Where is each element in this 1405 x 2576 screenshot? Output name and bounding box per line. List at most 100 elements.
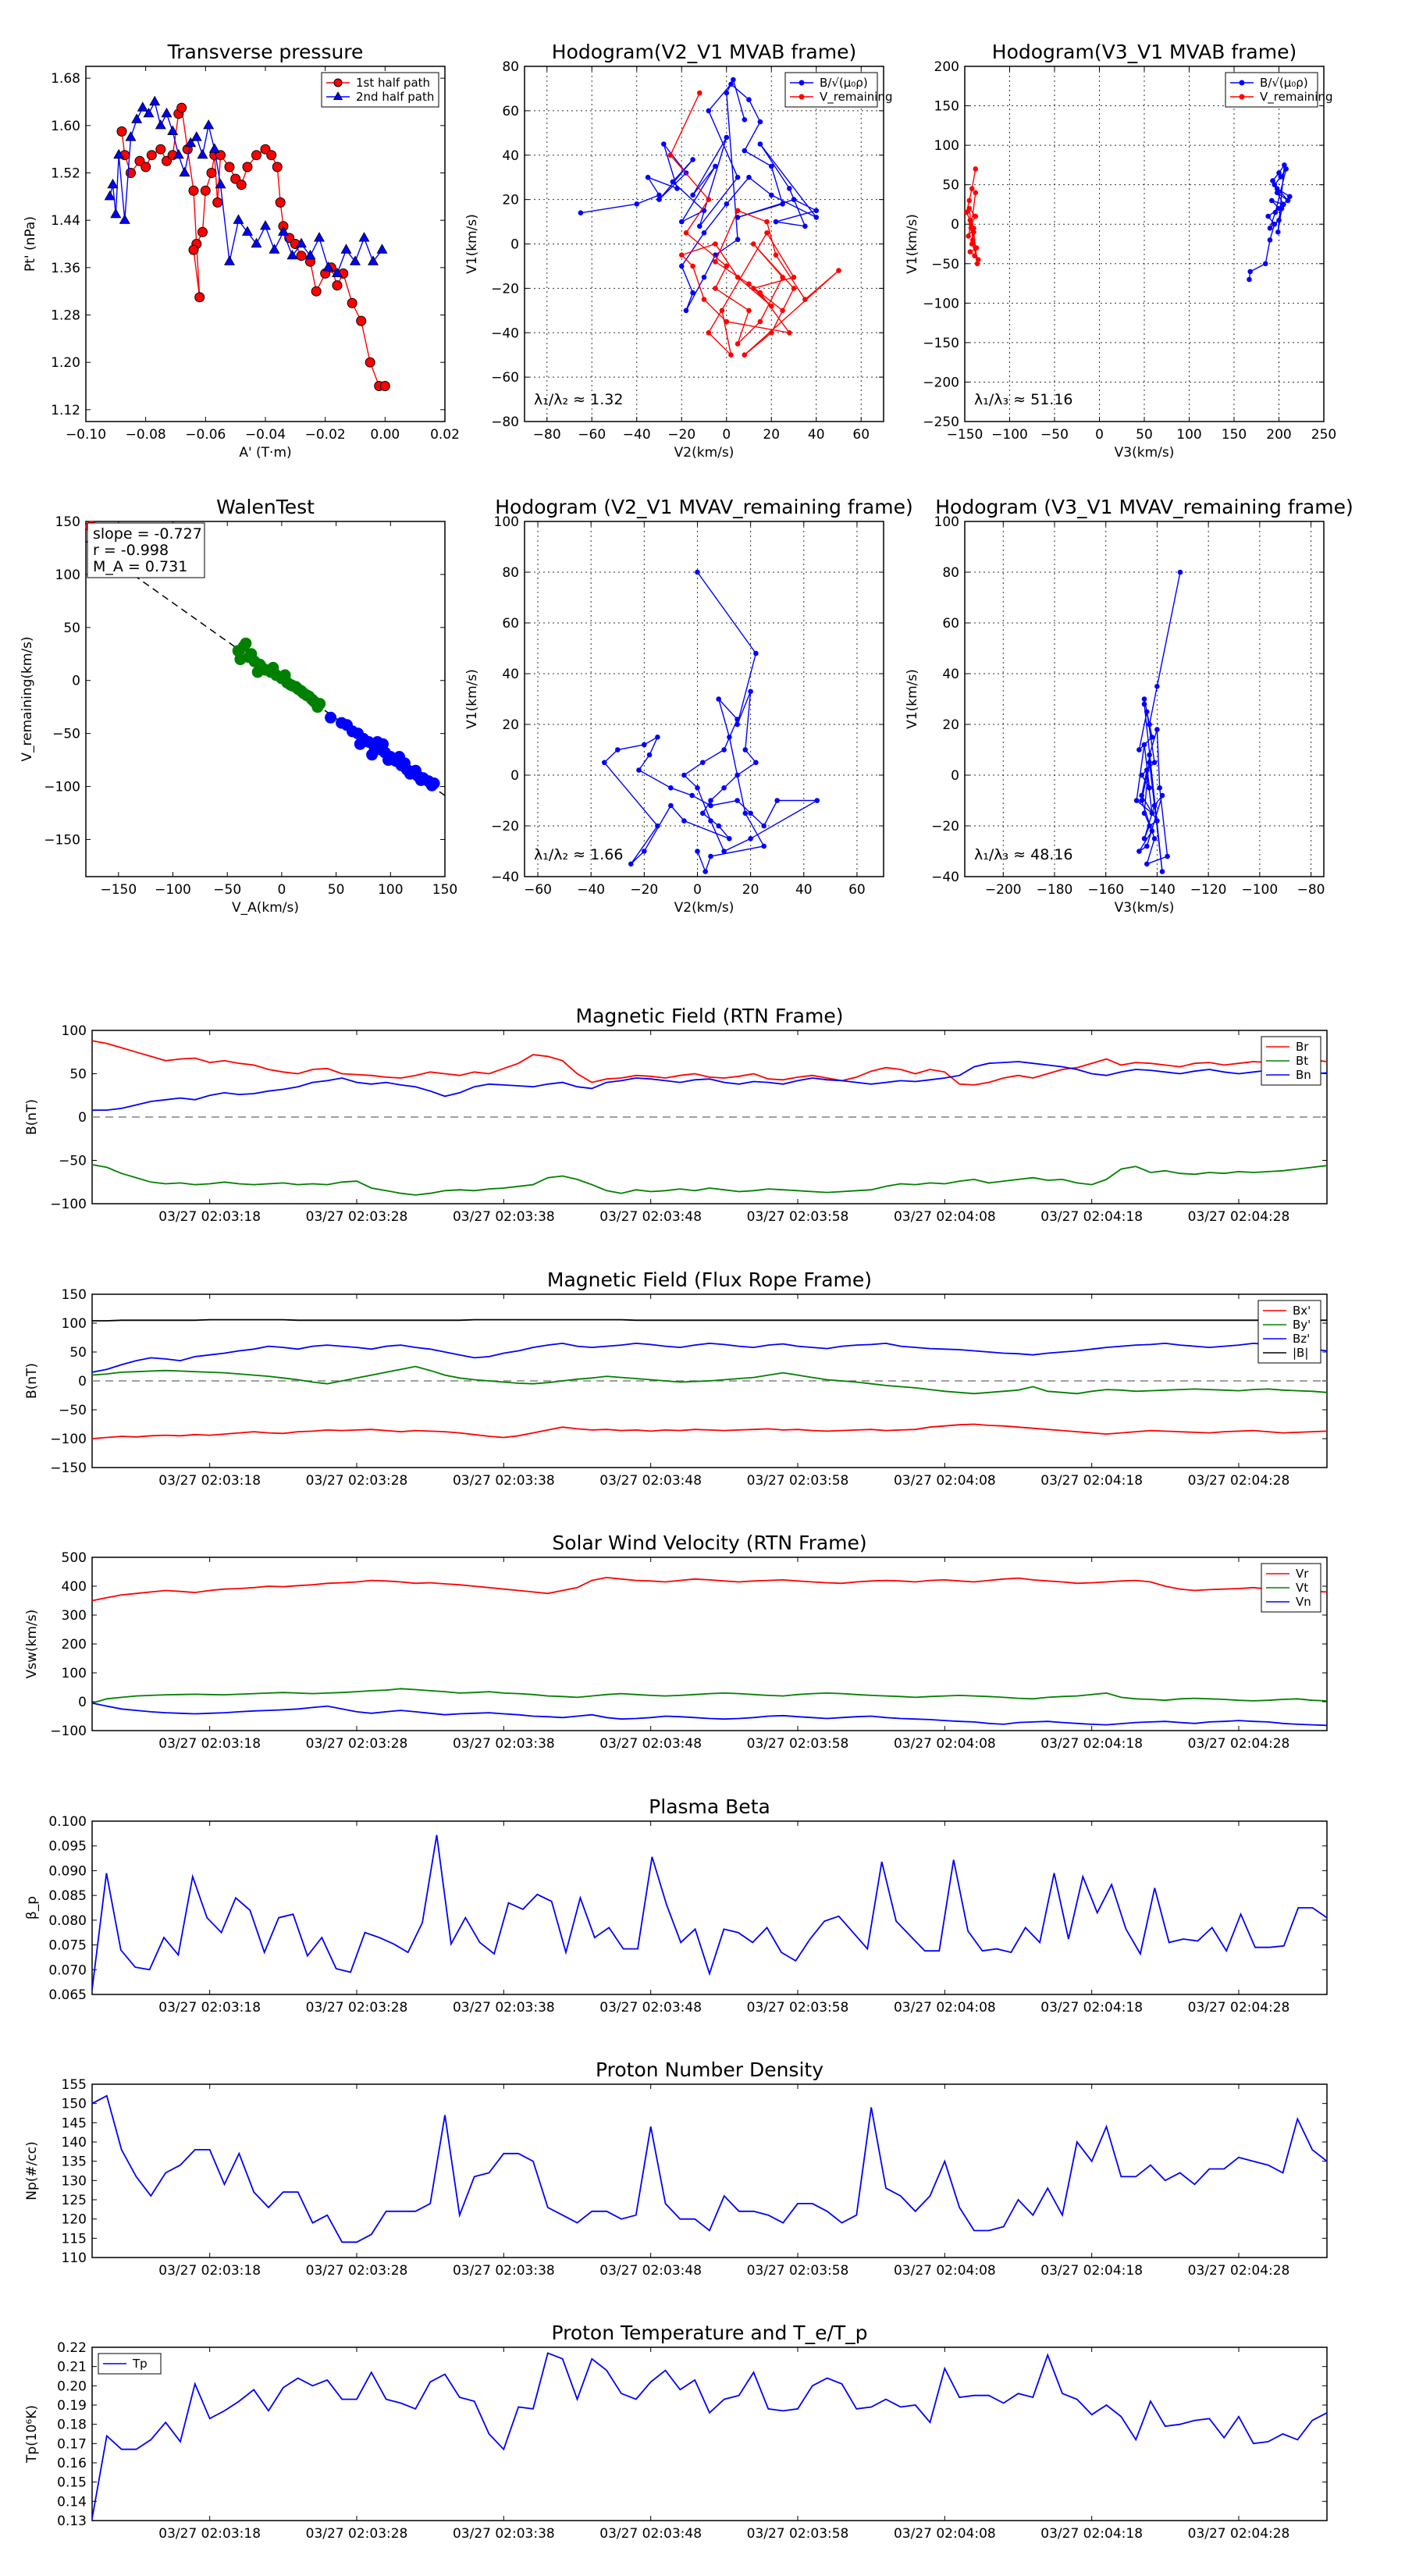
panel-h13r: Hodogram (V3_V1 MVAV_remaining frame) −40… [905, 496, 1353, 916]
data-point [724, 201, 730, 207]
data-point [1141, 701, 1147, 707]
y-axis-label: V1(km/s) [905, 669, 920, 729]
x-axis-label: V2(km/s) [674, 900, 735, 916]
y-tick-label: 50 [942, 178, 959, 194]
y-tick-label: 0 [78, 1374, 87, 1389]
data-point [964, 209, 969, 215]
y-tick-label: 1.68 [51, 71, 80, 87]
x-tick-label: 03/27 02:04:28 [1188, 1736, 1290, 1752]
data-point [973, 213, 979, 219]
data-point [764, 219, 770, 225]
data-point [735, 174, 741, 180]
series-line-0 [603, 571, 820, 873]
data-point [724, 263, 730, 269]
legend-marker [799, 80, 805, 86]
data-point [1274, 186, 1280, 191]
data-point [700, 760, 706, 766]
x-tick-label: −60 [524, 882, 552, 898]
x-tick-label: 03/27 02:03:18 [158, 2000, 261, 2016]
data-point [701, 274, 707, 280]
data-point [200, 185, 211, 196]
data-point [358, 232, 370, 242]
y-tick-label: 115 [62, 2231, 87, 2247]
y-tick-label: 1.12 [51, 403, 80, 418]
plot-frame [85, 521, 446, 877]
y-tick-label: 0.090 [48, 1863, 87, 1879]
y-tick-label: −200 [923, 375, 959, 390]
x-tick-label: 03/27 02:03:58 [747, 2000, 849, 2016]
y-tick-label: 60 [942, 616, 959, 632]
y-tick-label: −20 [931, 819, 959, 834]
x-tick-label: 0 [1095, 427, 1104, 443]
y-tick-label: 100 [934, 514, 959, 530]
chart-title: Proton Number Density [596, 2058, 823, 2081]
data-point [708, 853, 713, 859]
x-tick-label: −40 [577, 882, 605, 898]
x-tick-label: −150 [947, 427, 984, 443]
x-tick-label: 03/27 02:03:48 [599, 1209, 702, 1225]
x-tick-label: 150 [432, 882, 457, 898]
data-point [716, 823, 722, 829]
data-point [188, 185, 199, 196]
plot-frame [91, 1820, 1328, 1995]
data-point [1149, 735, 1155, 740]
data-point [724, 134, 730, 141]
data-point [350, 255, 361, 265]
stats-line: slope = -0.727 [93, 525, 202, 543]
data-point [690, 290, 695, 296]
data-point [814, 798, 820, 803]
x-tick-label: 03/27 02:03:18 [158, 2526, 261, 2542]
legend-entry: Bt [1296, 1054, 1308, 1068]
data-point [748, 810, 753, 817]
y-tick-label: 300 [62, 1608, 87, 1624]
series-line-0 [91, 1423, 1328, 1439]
data-point [642, 742, 647, 748]
data-point [1141, 742, 1147, 748]
x-tick-label: 50 [1136, 427, 1153, 443]
data-point [751, 286, 756, 291]
x-tick-label: −0.06 [185, 427, 226, 443]
data-point [325, 711, 337, 724]
y-tick-label: 0.065 [48, 1987, 87, 2003]
data-point [194, 292, 205, 303]
data-point [773, 219, 779, 225]
legend-entry: Vr [1296, 1567, 1309, 1581]
data-point [110, 208, 122, 219]
data-point [974, 261, 980, 267]
series-line-2 [91, 1342, 1328, 1373]
x-tick-label: −50 [1040, 427, 1069, 443]
data-point [697, 223, 702, 229]
data-point [311, 286, 322, 297]
x-tick-label: 03/27 02:04:08 [894, 1736, 996, 1752]
x-tick-label: 250 [1311, 427, 1336, 443]
y-axis-label: Tp(10⁶K) [24, 2405, 40, 2464]
data-point [311, 701, 324, 713]
data-point [224, 162, 235, 173]
eigenvalue-ratio: λ₁/λ₂ ≈ 1.66 [534, 846, 623, 863]
legend-marker [1239, 80, 1245, 86]
data-point [791, 197, 797, 202]
data-point [260, 144, 271, 155]
y-axis-label: V1(km/s) [905, 214, 920, 274]
y-tick-label: 60 [502, 104, 519, 119]
y-tick-label: −100 [923, 296, 959, 311]
x-tick-label: 40 [808, 427, 825, 443]
data-point [113, 148, 125, 159]
data-point [314, 232, 325, 242]
data-point [697, 90, 702, 96]
data-point [1151, 802, 1158, 809]
data-point [1151, 836, 1158, 841]
x-tick-label: 03/27 02:03:38 [453, 1736, 555, 1752]
data-point [267, 661, 279, 674]
data-point [668, 802, 674, 809]
series-line-0 [1136, 571, 1181, 872]
data-point [162, 155, 172, 166]
panel-vsw: Solar Wind Velocity (RTN Frame) −100 0 100 2… [24, 1532, 1328, 1752]
legend-entry: |B| [1293, 1346, 1308, 1360]
data-point [279, 669, 291, 681]
data-point [1136, 747, 1142, 753]
data-point [969, 186, 975, 191]
data-point [245, 648, 258, 660]
y-tick-label: −100 [50, 1432, 87, 1447]
